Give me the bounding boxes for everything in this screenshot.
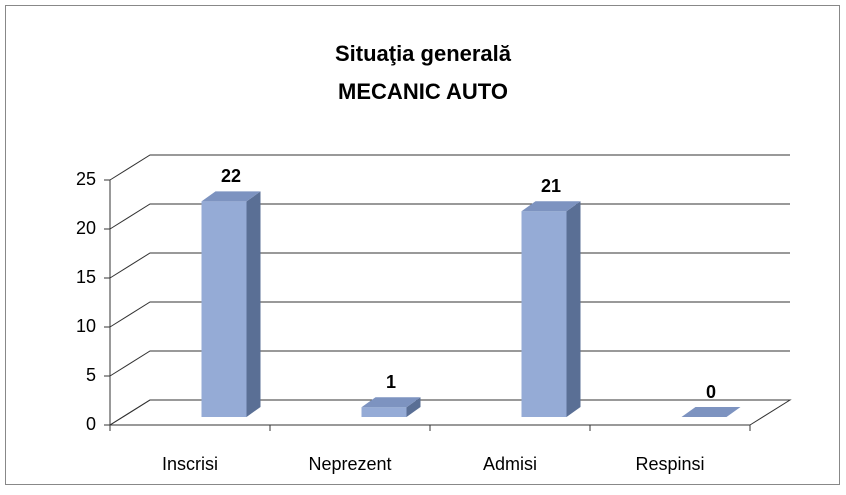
chart-title: MECANIC AUTO [338,79,508,104]
chart-title: Situaţia generală [335,41,512,66]
bar-top [361,397,421,408]
bar-front [521,211,567,417]
bar-top [521,201,581,212]
bar-side [246,191,261,417]
bar [361,397,421,417]
x-tick-label: Neprezent [308,454,391,474]
bar-top [681,407,741,417]
value-label: 22 [221,166,241,186]
x-tick-label: Inscrisi [162,454,218,474]
y-tick-label: 15 [76,267,96,287]
bar [681,407,741,417]
grid-line [109,154,790,181]
bar-front [361,407,407,417]
bar [521,201,581,417]
y-tick-label: 25 [76,169,96,189]
bar-side [566,201,581,417]
x-tick-label: Respinsi [635,454,704,474]
x-tick-label: Admisi [483,454,537,474]
chart-border [5,5,840,485]
y-tick-label: 5 [86,365,96,385]
bar [201,191,261,417]
value-label: 1 [386,372,396,392]
bar-side [406,397,421,417]
value-label: 21 [541,176,561,196]
bar-top [201,191,261,202]
bar-front [201,201,247,417]
y-tick-label: 20 [76,218,96,238]
y-tick-label: 0 [86,414,96,434]
value-label: 0 [706,382,716,402]
y-tick-label: 10 [76,316,96,336]
